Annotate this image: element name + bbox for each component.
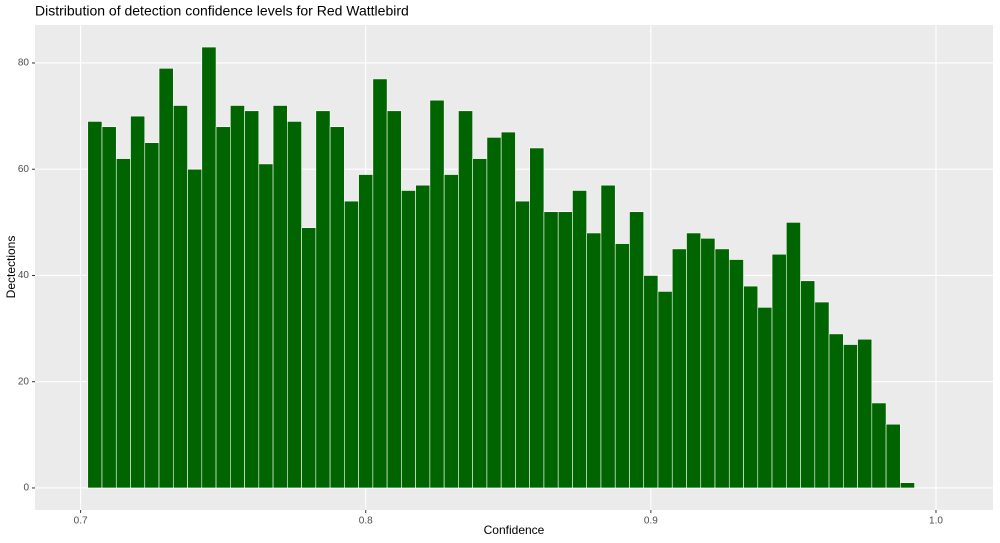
bar (115, 158, 131, 489)
bar (386, 110, 402, 489)
y-tick-label: 60 (18, 164, 30, 175)
bar (472, 158, 488, 489)
bar (315, 110, 331, 489)
bar (187, 168, 203, 489)
bar (671, 248, 687, 489)
x-tick-label: 0.9 (644, 516, 658, 527)
bar (543, 211, 559, 489)
chart-title: Distribution of detection confidence lev… (35, 3, 409, 19)
bar (144, 142, 160, 489)
bar (401, 190, 416, 489)
bar (900, 482, 915, 489)
bar (586, 232, 602, 489)
bar (843, 344, 858, 489)
bar (728, 259, 744, 489)
y-axis-label: Dectections (4, 236, 18, 299)
x-axis-label: Confidence (484, 523, 545, 537)
bar (529, 147, 545, 489)
bar (785, 222, 801, 489)
bar (287, 121, 302, 489)
bar (515, 200, 530, 489)
bar (201, 46, 217, 489)
bar (871, 402, 887, 489)
bar (358, 174, 374, 489)
bar (301, 227, 317, 489)
bar (686, 232, 702, 489)
bar (130, 115, 146, 489)
bar (800, 280, 816, 489)
bar (828, 333, 844, 489)
bar (258, 163, 274, 489)
bar (885, 423, 901, 489)
bar (372, 78, 388, 489)
bar (458, 110, 473, 489)
bar (329, 126, 345, 489)
x-tick-label: 0.7 (74, 516, 88, 527)
bar (614, 243, 630, 489)
y-tick-label: 20 (18, 376, 30, 387)
bar (857, 338, 873, 489)
bar (344, 200, 359, 489)
bar (486, 137, 502, 489)
bar (814, 301, 830, 489)
bar (771, 253, 787, 489)
x-tick-label: 1.0 (929, 516, 943, 527)
bar (272, 105, 288, 489)
bar (215, 126, 231, 489)
bar (629, 211, 645, 489)
bar (643, 275, 659, 489)
bar (557, 211, 573, 489)
bar (500, 131, 516, 489)
bar (757, 307, 773, 489)
y-tick-label: 80 (18, 58, 30, 69)
x-tick-label: 0.8 (359, 516, 373, 527)
bar (429, 99, 445, 489)
bar (158, 67, 174, 489)
bar (244, 110, 260, 489)
bar (714, 248, 730, 489)
bar (443, 174, 459, 489)
bar (230, 105, 245, 489)
y-tick-label: 0 (23, 483, 29, 494)
bar (172, 105, 188, 489)
bar (415, 184, 431, 489)
bar (572, 190, 588, 489)
bar (700, 237, 716, 489)
bar (87, 121, 103, 489)
bar (657, 291, 673, 489)
y-tick-label: 40 (18, 270, 30, 281)
bar (743, 285, 759, 489)
bar (101, 126, 117, 489)
bar (600, 184, 616, 489)
